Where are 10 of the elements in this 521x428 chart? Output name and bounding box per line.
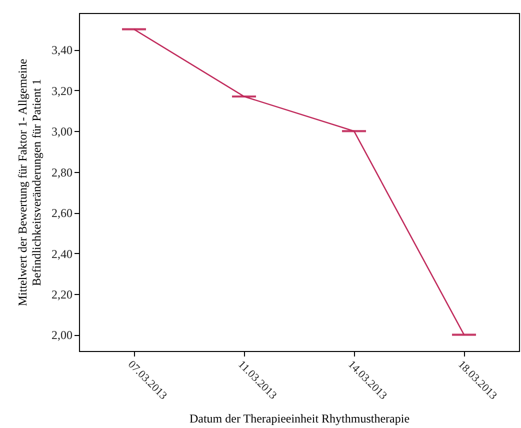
y-tick-label: 3,20	[52, 84, 72, 98]
x-axis-title: Datum der Therapieeinheit Rhythmustherapie	[189, 411, 410, 426]
y-tick-label: 3,40	[52, 43, 72, 58]
y-axis-title: Mittelwert der Bewertung für Faktor 1- Allgemeine Befindlichkeitsveränderungen für Patient 1	[16, 58, 44, 306]
y-tick-label: 2,40	[52, 246, 72, 261]
y-tick-label: 2,60	[52, 206, 72, 220]
y-tick-label: 3,00	[52, 124, 72, 139]
y-tick-label: 2,20	[52, 287, 72, 302]
y-tick-label: 2,80	[52, 165, 72, 180]
y-tick-label: 2,00	[52, 328, 72, 342]
